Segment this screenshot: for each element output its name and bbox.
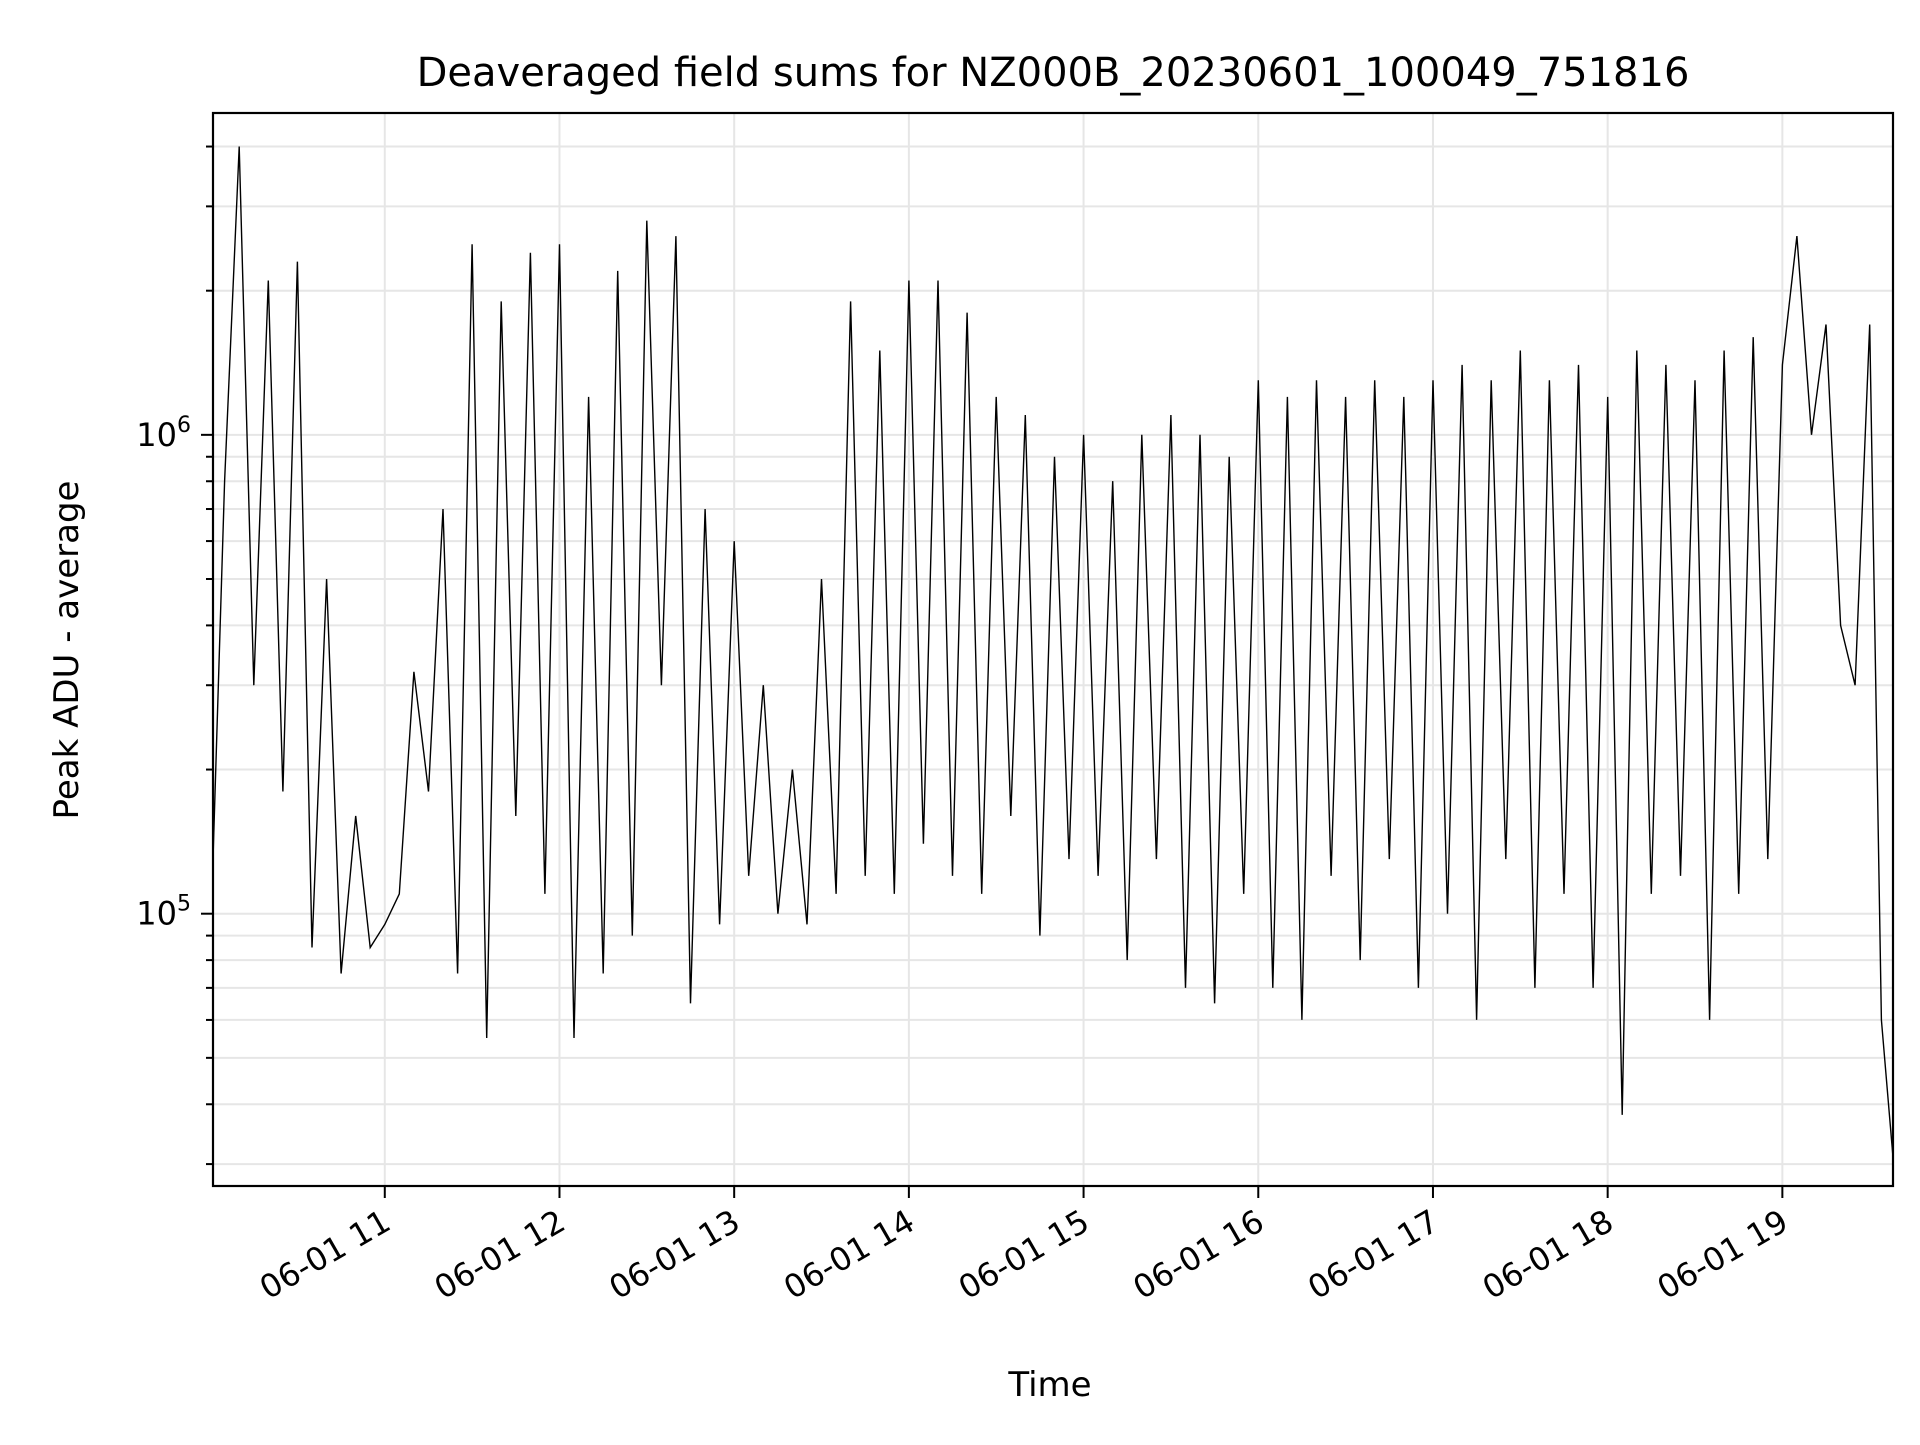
x-axis-label: Time	[1007, 1365, 1091, 1405]
x-tick-label: 06-01 12	[428, 1202, 572, 1307]
ticks	[201, 145, 1784, 1198]
chart-title: Deaveraged field sums for NZ000B_2023060…	[417, 50, 1690, 96]
y-tick-label: 106	[136, 413, 191, 454]
y-axis-label: Peak ADU - average	[47, 481, 87, 820]
x-tick-label: 06-01 11	[253, 1202, 397, 1307]
axes-frame	[211, 111, 1895, 1188]
series-group	[212, 146, 1894, 1158]
series-line	[212, 146, 1894, 1158]
x-tick-label: 06-01 14	[777, 1202, 921, 1307]
x-tick-label: 06-01 19	[1651, 1202, 1795, 1307]
grid	[213, 113, 1893, 1186]
x-tick-label: 06-01 18	[1476, 1202, 1620, 1307]
y-tick-label: 105	[136, 892, 191, 933]
x-tick-label: 06-01 16	[1127, 1202, 1271, 1307]
x-tick-label: 06-01 15	[952, 1202, 1096, 1307]
x-tick-label: 06-01 17	[1301, 1202, 1445, 1307]
x-tick-label: 06-01 13	[603, 1202, 747, 1307]
